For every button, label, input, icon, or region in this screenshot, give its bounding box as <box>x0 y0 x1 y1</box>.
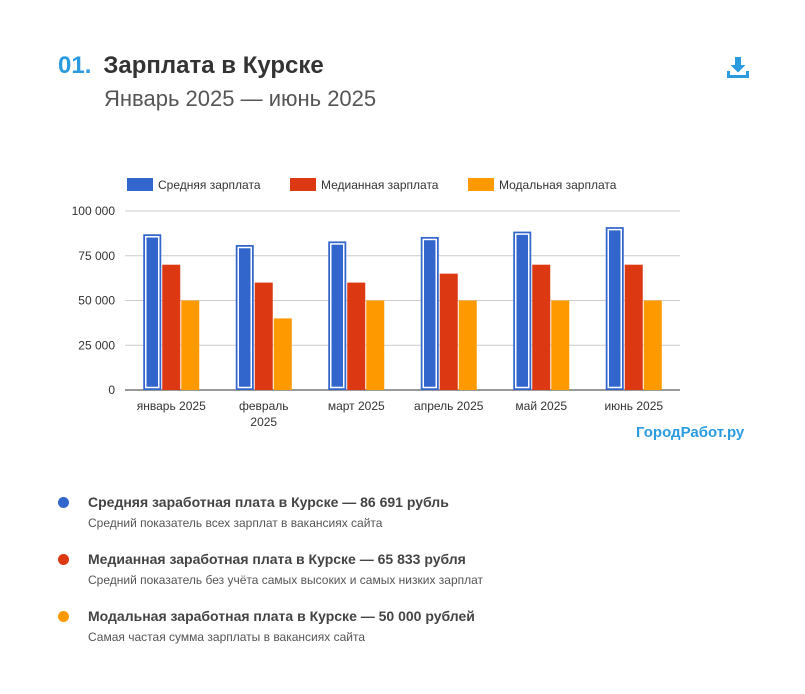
note-median: Медианная заработная плата в Курске — 65… <box>58 549 758 588</box>
bar <box>605 227 624 390</box>
page-subtitle: Январь 2025 — июнь 2025 <box>104 86 377 111</box>
bar <box>643 300 662 390</box>
note-mode: Модальная заработная плата в Курске — 50… <box>58 606 758 645</box>
note-sub: Средний показатель без учёта самых высок… <box>88 573 484 587</box>
x-tick-label: март 2025 <box>328 399 385 413</box>
bar <box>439 273 458 390</box>
bar <box>235 245 254 390</box>
bar <box>273 318 292 390</box>
y-tick-label: 25 000 <box>78 338 115 352</box>
title-row: 01. Зарплата в Курске <box>58 52 376 80</box>
note-sub: Средний показатель всех зарплат в ваканс… <box>88 516 383 530</box>
y-tick-label: 50 000 <box>78 294 115 308</box>
bar-highlight <box>607 228 622 389</box>
y-tick-label: 0 <box>108 383 115 397</box>
legend-label: Модальная зарплата <box>499 178 617 192</box>
download-button[interactable] <box>724 54 752 82</box>
bar-highlight <box>330 243 345 389</box>
note-main: Средняя заработная плата в Курске — 86 6… <box>88 494 449 510</box>
notes-list: Средняя заработная плата в Курске — 86 6… <box>58 492 758 663</box>
legend-label: Средняя зарплата <box>158 178 261 192</box>
bar-highlight <box>422 238 437 389</box>
bar <box>143 234 162 390</box>
bar-highlight <box>145 236 160 389</box>
bar <box>420 236 439 390</box>
bar <box>181 300 200 390</box>
note-main: Модальная заработная плата в Курске — 50… <box>88 608 475 624</box>
x-tick-label: июнь 2025 <box>604 399 663 413</box>
note-average: Средняя заработная плата в Курске — 86 6… <box>58 492 758 531</box>
legend-label: Медианная зарплата <box>321 178 439 192</box>
bar <box>366 300 385 390</box>
x-tick-label: январь 2025 <box>137 399 206 413</box>
bar <box>347 282 366 390</box>
legend-swatch <box>127 178 153 191</box>
brand-logo: ГородРабот.ру <box>636 424 745 441</box>
bar <box>254 282 273 390</box>
y-tick-label: 100 000 <box>72 204 116 218</box>
download-icon <box>727 57 749 78</box>
bar <box>551 300 570 390</box>
note-main: Медианная заработная плата в Курске — 65… <box>88 551 466 567</box>
bar-highlight <box>237 246 252 389</box>
x-tick-label: февраль <box>239 399 289 413</box>
page-title: Зарплата в Курске <box>103 52 324 79</box>
bar <box>328 241 347 390</box>
bar <box>162 264 181 390</box>
x-tick-label: 2025 <box>250 415 277 429</box>
legend-swatch <box>290 178 316 191</box>
average-dot <box>58 497 69 508</box>
mode-dot <box>58 611 69 622</box>
bar-highlight <box>515 233 530 389</box>
y-tick-label: 75 000 <box>78 249 115 263</box>
bar-chart: 0 25 000 50 000 75 000 100 000 Средняя зарпла… <box>72 178 680 429</box>
bar <box>624 264 643 390</box>
x-tick-label: май 2025 <box>515 399 567 413</box>
note-sub: Самая частая сумма зарплаты в вакансиях … <box>88 630 365 644</box>
bar <box>532 264 551 390</box>
x-tick-label: апрель 2025 <box>414 399 484 413</box>
bar <box>513 231 532 390</box>
chart-area: 0 25 000 50 000 75 000 100 000 Средняя зарпла… <box>72 178 680 429</box>
chart-number: 01. <box>58 52 92 79</box>
median-dot <box>58 554 69 565</box>
bar <box>458 300 477 390</box>
chart-header: 01. Зарплата в Курске Январь 2025 — июнь… <box>58 52 376 112</box>
legend-swatch <box>468 178 494 191</box>
